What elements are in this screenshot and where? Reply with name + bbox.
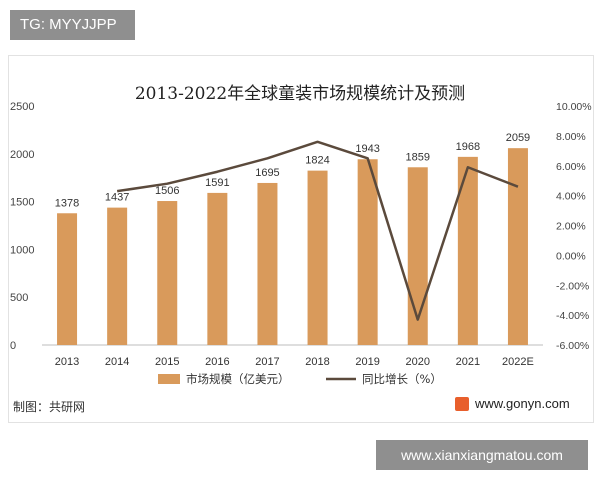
right-axis-tick-label: -4.00%: [556, 310, 589, 322]
category-label: 2016: [205, 356, 229, 368]
bar-value-label: 1824: [305, 155, 329, 167]
chart-title: 2013-2022年全球童装市场规模统计及预测: [134, 84, 466, 104]
left-axis-tick-label: 0: [10, 340, 16, 352]
bar-value-label: 1695: [255, 167, 279, 179]
left-axis-tick-label: 2000: [10, 149, 34, 161]
gonyn-logo-icon: [455, 396, 469, 411]
category-label: 2022E: [502, 356, 534, 368]
right-axis-tick-label: 8.00%: [556, 131, 586, 143]
bar-value-label: 1943: [355, 143, 379, 155]
site-credit: www.gonyn.com: [455, 396, 570, 411]
bar-value-label: 1437: [105, 192, 129, 204]
bar-2014: [107, 207, 128, 345]
right-axis-tick-label: 10.00%: [556, 101, 592, 113]
legend-bar-swatch: [158, 374, 180, 384]
category-label: 2021: [456, 356, 480, 368]
left-axis-tick-label: 500: [10, 292, 28, 304]
bar-2019: [357, 159, 378, 345]
bar-value-label: 1506: [155, 185, 179, 197]
bar-2015: [157, 201, 178, 345]
bar-2013: [57, 213, 78, 345]
bar-value-label: 1859: [406, 151, 430, 163]
bar-2022E: [507, 148, 528, 345]
bar-2021: [457, 156, 478, 345]
right-axis-tick-label: 6.00%: [556, 161, 586, 173]
right-axis-tick-label: -6.00%: [556, 340, 589, 352]
category-label: 2020: [406, 356, 430, 368]
category-label: 2018: [305, 356, 329, 368]
bar-2017: [257, 182, 278, 345]
category-label: 2017: [255, 356, 279, 368]
category-label: 2014: [105, 356, 129, 368]
category-label: 2019: [355, 356, 379, 368]
category-label: 2013: [55, 356, 79, 368]
site-url: www.gonyn.com: [475, 396, 570, 411]
bar-value-label: 2059: [506, 132, 530, 144]
right-axis-tick-label: -2.00%: [556, 280, 589, 292]
telegram-badge: TG: MYYJJPP: [10, 10, 135, 40]
right-axis-tick-label: 4.00%: [556, 191, 586, 203]
bar-2016: [207, 192, 228, 345]
bar-value-label: 1591: [205, 177, 229, 189]
category-label: 2015: [155, 356, 179, 368]
watermark-banner: www.xianxiangmatou.com: [376, 440, 588, 470]
bar-value-label: 1968: [456, 141, 480, 153]
chart-card: [8, 55, 594, 423]
legend-bar-label: 市场规模（亿美元）: [186, 372, 290, 386]
source-label: 制图：共研网: [13, 400, 86, 414]
right-axis-tick-label: 0.00%: [556, 250, 586, 262]
right-axis-tick-label: 2.00%: [556, 221, 586, 233]
bar-2018: [307, 170, 328, 345]
left-axis-tick-label: 2500: [10, 101, 34, 113]
bar-value-label: 1378: [55, 197, 79, 209]
left-axis-tick-label: 1500: [10, 197, 34, 209]
legend-line-label: 同比增长（%）: [362, 372, 442, 386]
left-axis-tick-label: 1000: [10, 244, 34, 256]
